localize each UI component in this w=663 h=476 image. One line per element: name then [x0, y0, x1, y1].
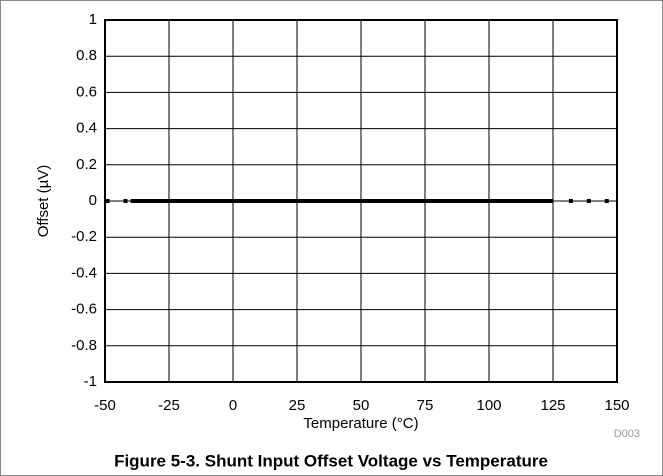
figure-code: D003: [614, 428, 640, 440]
chart-title: Figure 5-3. Shunt Input Offset Voltage v…: [114, 451, 548, 470]
y-tick-label: -1: [84, 373, 97, 390]
y-tick-label: -0.6: [71, 301, 97, 318]
x-tick-label: 0: [229, 397, 237, 414]
y-axis-label: Offset (µV): [35, 165, 52, 238]
marker: [105, 199, 110, 203]
marker: [586, 199, 591, 203]
marker: [604, 199, 609, 203]
y-tick-label: -0.4: [71, 264, 97, 281]
x-tick-label: 100: [476, 397, 501, 414]
y-tick-label: 0.6: [76, 83, 97, 100]
x-tick-label: 50: [353, 397, 370, 414]
y-tick-label: 0: [89, 192, 97, 209]
x-axis-label: Temperature (°C): [303, 415, 418, 432]
marker: [568, 199, 573, 203]
y-tick-label: 0.8: [76, 47, 97, 64]
y-tick-label: 0.2: [76, 156, 97, 173]
y-tick-label: -0.2: [71, 228, 97, 245]
x-tick-label: 25: [289, 397, 306, 414]
x-tick-label: -50: [94, 397, 116, 414]
y-tick-label: 1: [89, 11, 97, 28]
plot-border: [104, 19, 618, 383]
x-tick-label: 150: [604, 397, 629, 414]
x-tick-label: 75: [417, 397, 434, 414]
marker: [123, 199, 128, 203]
y-tick-label: 0.4: [76, 120, 97, 137]
x-tick-label: -25: [158, 397, 180, 414]
y-tick-label: -0.8: [71, 337, 97, 354]
x-tick-label: 125: [540, 397, 565, 414]
